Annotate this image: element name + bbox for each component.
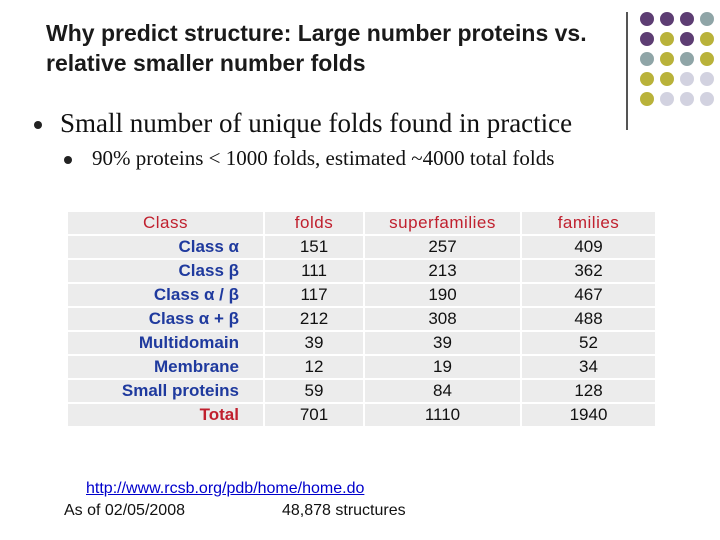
- dot: [700, 12, 714, 26]
- header-families: families: [520, 210, 657, 236]
- class-cell: Class β: [66, 258, 265, 284]
- folds-cell: 12: [263, 354, 365, 380]
- rcsb-link[interactable]: http://www.rcsb.org/pdb/home/home.do: [86, 480, 365, 497]
- header-folds: folds: [263, 210, 365, 236]
- superfamilies-cell: 39: [363, 330, 522, 356]
- superfamilies-cell: 257: [363, 234, 522, 260]
- folds-cell: 39: [263, 330, 365, 356]
- table-row: Small proteins 59 84 128: [66, 378, 657, 404]
- table-row: Multidomain 39 39 52: [66, 330, 657, 356]
- dot: [660, 12, 674, 26]
- class-cell: Small proteins: [66, 378, 265, 404]
- dot: [640, 52, 654, 66]
- superfamilies-cell: 84: [363, 378, 522, 404]
- table-header-row: Class folds superfamilies families: [66, 210, 657, 236]
- class-cell: Membrane: [66, 354, 265, 380]
- dot: [680, 32, 694, 46]
- families-cell: 467: [520, 282, 657, 308]
- fold-statistics-table: Class folds superfamilies families Class…: [66, 210, 657, 428]
- families-cell: 34: [520, 354, 657, 380]
- dot: [640, 92, 654, 106]
- class-cell: Class α: [66, 234, 265, 260]
- class-cell: Class α / β: [66, 282, 265, 308]
- families-cell: 1940: [520, 402, 657, 428]
- families-cell: 128: [520, 378, 657, 404]
- dot: [700, 32, 714, 46]
- families-cell: 488: [520, 306, 657, 332]
- bullet-dot-level2: [64, 156, 72, 164]
- table-row-total: Total 701 1110 1940: [66, 402, 657, 428]
- bullet-level1-text: Small number of unique folds found in pr…: [60, 108, 573, 138]
- table-row: Class α / β 117 190 467: [66, 282, 657, 308]
- dot: [660, 52, 674, 66]
- class-cell: Multidomain: [66, 330, 265, 356]
- dot: [640, 32, 654, 46]
- class-cell: Total: [66, 402, 265, 428]
- class-cell: Class α + β: [66, 306, 265, 332]
- table-row: Membrane 12 19 34: [66, 354, 657, 380]
- header-superfamilies: superfamilies: [363, 210, 522, 236]
- dot: [680, 52, 694, 66]
- folds-cell: 59: [263, 378, 365, 404]
- dot: [700, 52, 714, 66]
- superfamilies-cell: 19: [363, 354, 522, 380]
- divider-line: [626, 12, 628, 130]
- families-cell: 362: [520, 258, 657, 284]
- dot: [660, 92, 674, 106]
- header-class: Class: [66, 210, 265, 236]
- slide-title: Why predict structure: Large number prot…: [46, 20, 587, 76]
- bullet-level2-text: 90% proteins < 1000 folds, estimated ~40…: [92, 146, 555, 170]
- table-row: Class α + β 212 308 488: [66, 306, 657, 332]
- superfamilies-cell: 190: [363, 282, 522, 308]
- dot: [640, 72, 654, 86]
- table-row: Class α 151 257 409: [66, 234, 657, 260]
- folds-cell: 701: [263, 402, 365, 428]
- dot: [680, 12, 694, 26]
- superfamilies-cell: 308: [363, 306, 522, 332]
- dot: [680, 92, 694, 106]
- superfamilies-cell: 213: [363, 258, 522, 284]
- structure-count: 48,878 structures: [282, 502, 406, 519]
- table-row: Class β 111 213 362: [66, 258, 657, 284]
- dot: [660, 72, 674, 86]
- bullet-dot-level1: [34, 121, 42, 129]
- folds-cell: 117: [263, 282, 365, 308]
- folds-cell: 212: [263, 306, 365, 332]
- dot: [700, 72, 714, 86]
- families-cell: 409: [520, 234, 657, 260]
- families-cell: 52: [520, 330, 657, 356]
- dot: [660, 32, 674, 46]
- folds-cell: 111: [263, 258, 365, 284]
- superfamilies-cell: 1110: [363, 402, 522, 428]
- dot: [640, 12, 654, 26]
- dot: [700, 92, 714, 106]
- as-of-date: As of 02/05/2008: [64, 502, 185, 519]
- folds-cell: 151: [263, 234, 365, 260]
- dot: [680, 72, 694, 86]
